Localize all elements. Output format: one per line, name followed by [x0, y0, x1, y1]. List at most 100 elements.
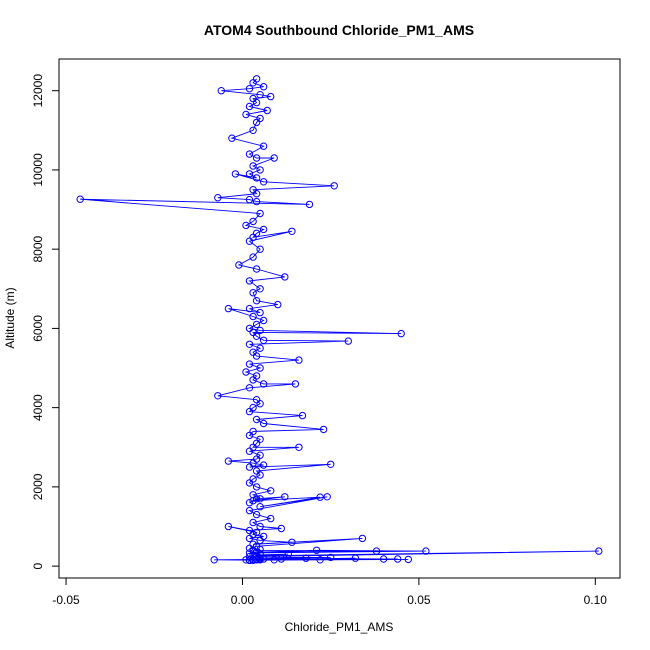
data-point: [245, 479, 254, 487]
x-tick-label: 0.05: [407, 593, 431, 607]
x-tick-label: 0.10: [584, 593, 608, 607]
data-point: [242, 110, 250, 119]
data-point: [242, 368, 250, 376]
data-point: [312, 546, 321, 554]
data-point: [274, 300, 282, 309]
data-point: [252, 555, 261, 564]
data-point: [245, 544, 254, 552]
data-point: [256, 550, 264, 558]
data-point: [252, 332, 261, 340]
data-point: [256, 555, 264, 564]
data-point: [256, 91, 264, 99]
data-point: [249, 126, 257, 135]
data-point: [256, 245, 264, 253]
data-point: [256, 495, 264, 503]
data-point: [249, 79, 257, 87]
data-point: [267, 487, 275, 495]
data-point: [327, 553, 335, 562]
data-point: [358, 534, 367, 543]
data-point: [256, 471, 264, 479]
data-point: [305, 200, 314, 209]
data-point: [252, 190, 261, 198]
data-point: [284, 550, 292, 558]
data-point: [397, 329, 405, 338]
data-point: [249, 312, 257, 321]
data-point: [298, 411, 307, 420]
data-point: [252, 495, 261, 503]
x-tick-label: 0.00: [231, 593, 255, 607]
data-point: [302, 554, 310, 562]
data-point: [214, 392, 222, 400]
data-point: [267, 514, 275, 523]
data-point: [249, 289, 257, 297]
data-point: [217, 87, 226, 95]
data-point: [277, 555, 285, 563]
data-point: [252, 98, 261, 107]
data-point: [252, 154, 261, 162]
data-point: [245, 195, 254, 204]
y-tick-label: 4000: [31, 394, 45, 421]
data-point: [214, 194, 222, 202]
data-point: [245, 447, 254, 455]
data-point: [231, 170, 240, 178]
data-point: [404, 555, 412, 564]
data-point: [259, 178, 268, 186]
data-point: [281, 493, 289, 501]
data-point: [252, 415, 261, 424]
data-point: [252, 320, 261, 329]
data-point: [259, 555, 268, 563]
data-point: [259, 461, 268, 469]
y-tick-label: 10000: [31, 153, 45, 187]
data-point: [245, 549, 254, 557]
data-point: [256, 364, 264, 372]
data-point: [249, 217, 257, 226]
data-point: [245, 499, 254, 507]
data-point: [330, 182, 338, 190]
data-point: [249, 518, 257, 527]
data-point: [224, 304, 233, 313]
data-point: [245, 102, 254, 111]
data-point: [256, 209, 264, 218]
data-point: [256, 344, 264, 352]
data-point: [224, 522, 233, 531]
data-point: [245, 360, 254, 368]
data-point: [259, 225, 268, 234]
data-point: [259, 419, 268, 428]
data-point: [372, 547, 381, 555]
data-point: [249, 376, 257, 384]
data-point: [270, 556, 278, 564]
data-point: [327, 460, 335, 468]
data-point: [245, 556, 254, 564]
data-point: [256, 285, 264, 293]
data-point: [323, 493, 331, 501]
data-point: [245, 150, 254, 158]
data-point: [249, 497, 257, 505]
data-point: [259, 380, 268, 388]
data-point: [249, 253, 257, 261]
plot-frame: [58, 58, 621, 579]
data-point: [252, 352, 261, 360]
data-point: [291, 380, 300, 388]
x-axis-label: Chloride_PM1_AMS: [285, 620, 394, 634]
data-point: [259, 142, 268, 150]
data-point: [379, 555, 388, 563]
data-point: [245, 407, 254, 416]
data-point: [242, 221, 250, 230]
data-point: [295, 356, 303, 364]
y-tick-label: 0: [31, 562, 45, 569]
data-point: [245, 506, 254, 515]
data-point: [277, 524, 285, 533]
data-point: [252, 483, 261, 491]
x-axis: -0.05 0.00 0.05 0.10: [52, 578, 607, 607]
data-point: [270, 154, 278, 162]
x-tick-label: -0.05: [52, 593, 80, 607]
data-point: [316, 493, 324, 501]
y-axis-label: Altitude (m): [3, 287, 17, 348]
chart-title: ATOM4 Southbound Chloride_PM1_AMS: [204, 22, 474, 38]
data-point: [76, 195, 84, 203]
data-point: [351, 554, 360, 562]
data-point: [344, 337, 352, 345]
y-tick-label: 12000: [31, 74, 45, 108]
data-point: [245, 237, 254, 245]
